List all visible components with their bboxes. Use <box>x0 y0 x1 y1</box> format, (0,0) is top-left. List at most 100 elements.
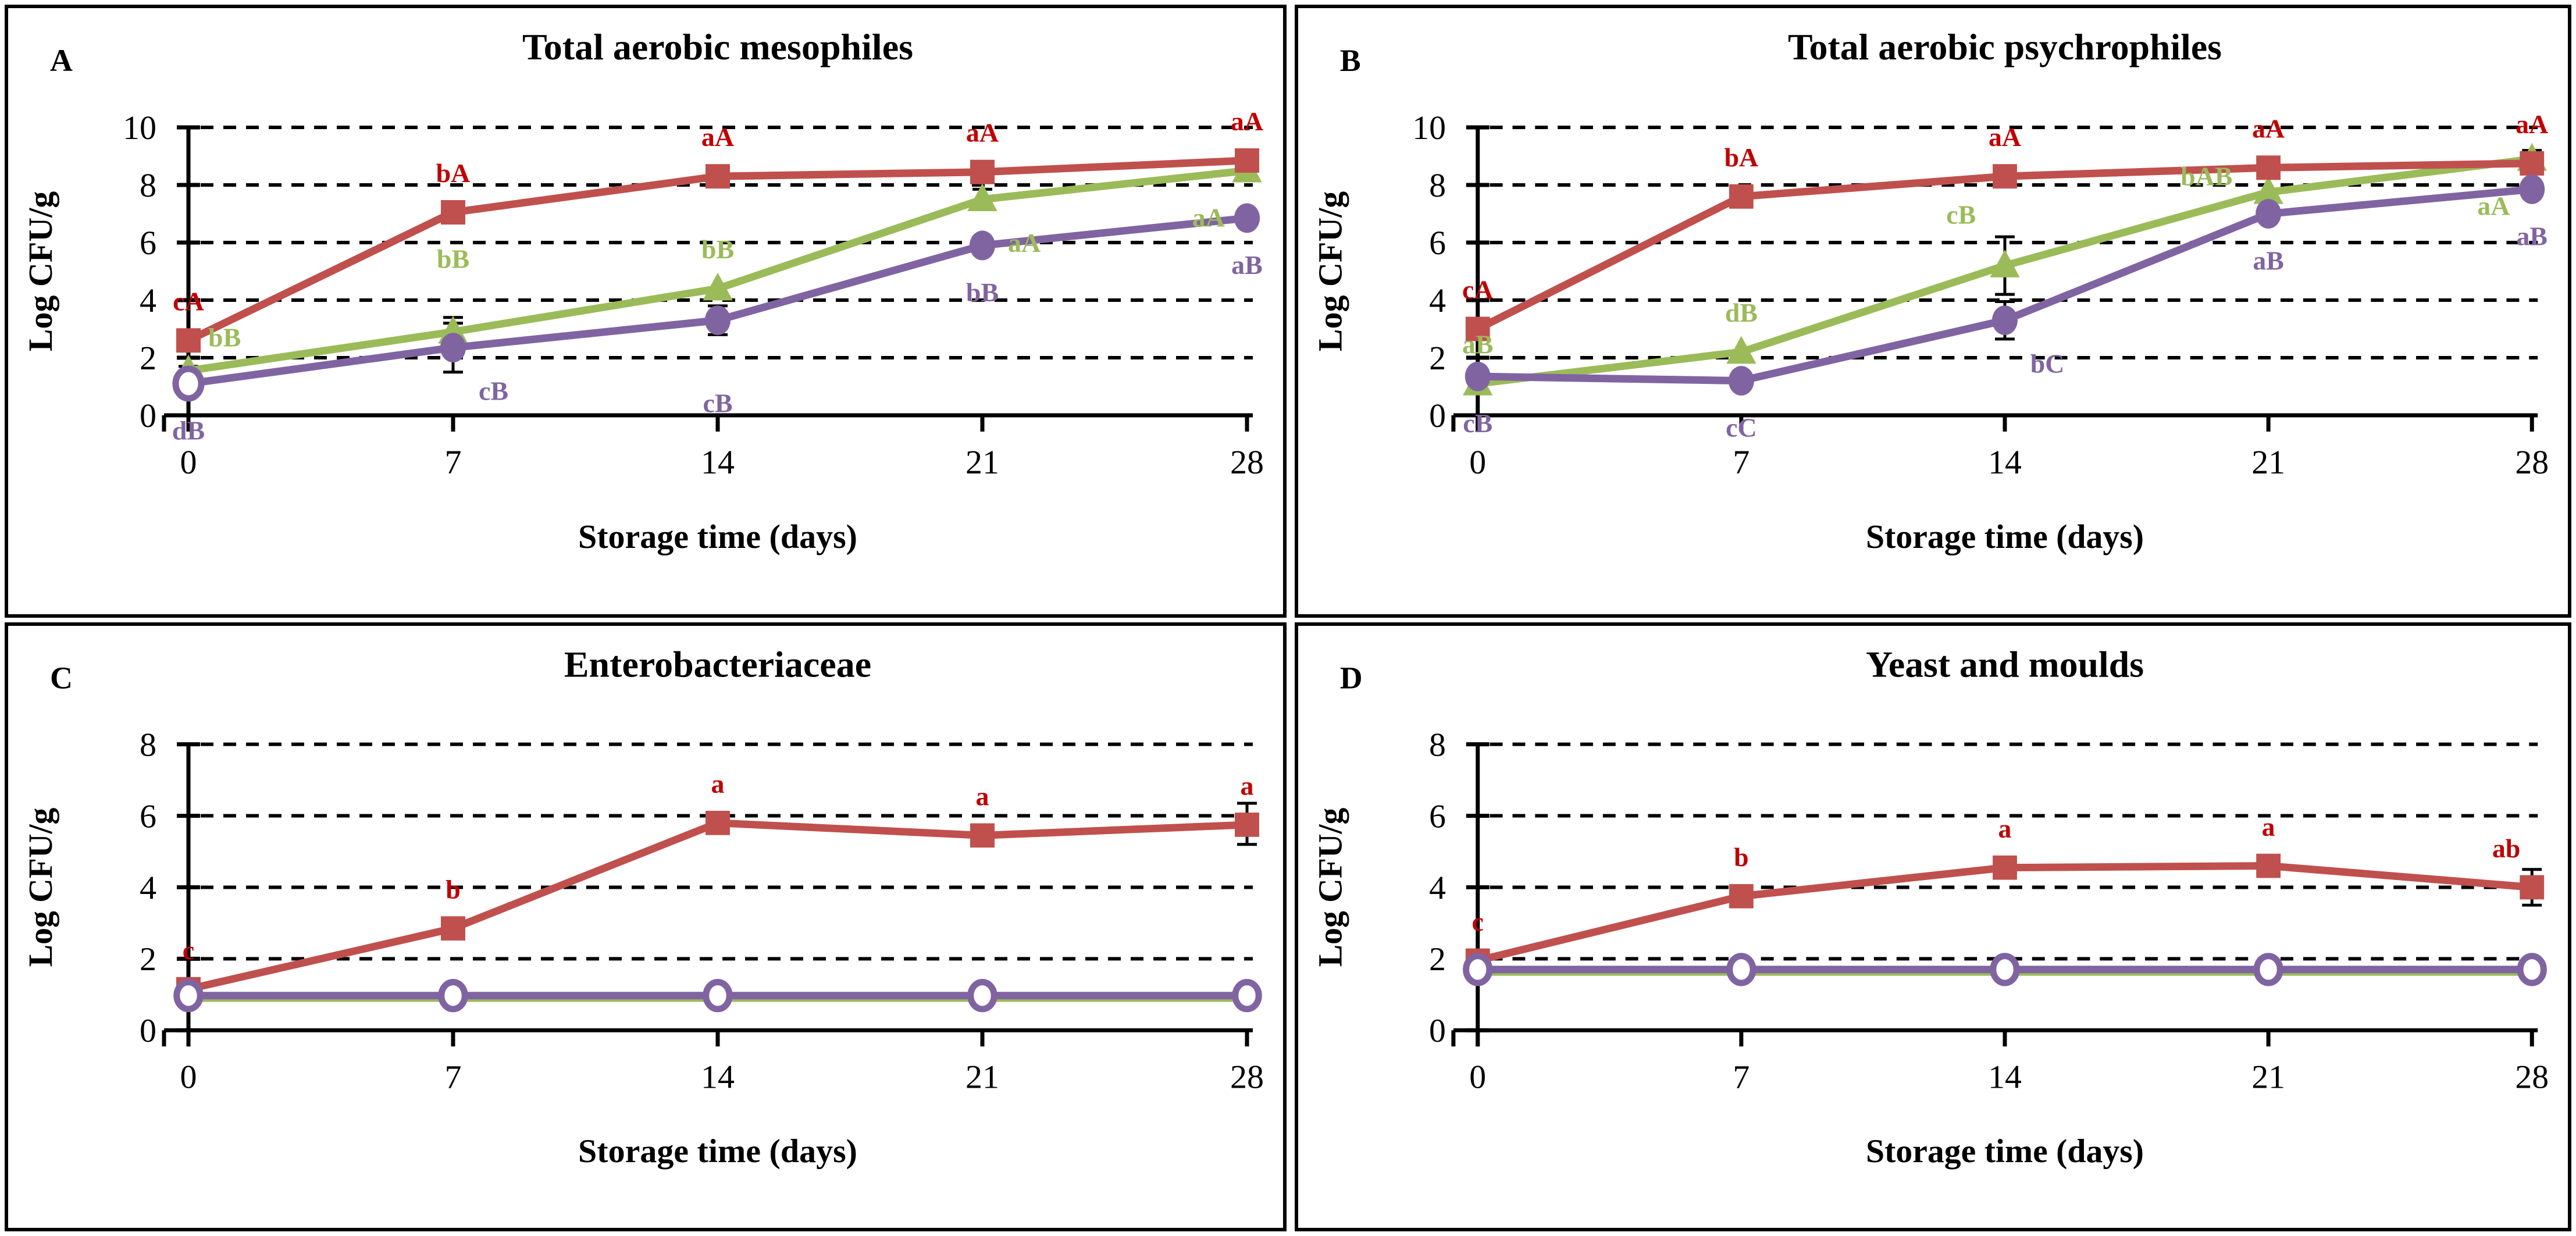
y-tick-label: 8 <box>140 726 156 764</box>
purple-open-circles-marker-open <box>2253 953 2283 986</box>
point-label-red-squares-day28: ab <box>2492 834 2520 863</box>
series-purple-open-circles <box>173 979 1262 1013</box>
point-label-red-squares-day7: bA <box>436 158 471 188</box>
point-label-red-squares-day21: a <box>2262 812 2275 842</box>
y-tick-label: 6 <box>1429 798 1446 835</box>
point-label-green-triangles-day21: bAB <box>2180 161 2232 191</box>
point-label-red-squares-day21: aA <box>966 118 999 148</box>
x-axis-title: Storage time (days) <box>578 1132 857 1170</box>
y-tick-label: 8 <box>1429 166 1446 204</box>
red-squares-marker <box>176 328 201 353</box>
purple-open-circles-marker-open <box>1990 953 2020 986</box>
x-tick-label: 7 <box>1733 443 1750 481</box>
panel-letter: B <box>1340 43 1361 78</box>
point-label-red-squares-day7: b <box>446 875 461 904</box>
point-label-purple-circles-day21: aB <box>2253 245 2283 275</box>
x-tick-label: 28 <box>2515 1059 2549 1096</box>
red-squares-marker <box>1729 184 1754 209</box>
panel-title: Total aerobic mesophiles <box>522 26 913 67</box>
point-label-purple-circles-day21: bB <box>966 277 999 307</box>
x-tick-label: 28 <box>1230 1058 1264 1096</box>
x-tick-label: 21 <box>965 443 999 481</box>
series-red-squares <box>176 148 1259 353</box>
point-label-green-triangles-day7: dB <box>1725 298 1758 327</box>
series-purple-circles <box>172 203 1260 402</box>
point-label-green-triangles-day28: aA <box>2477 191 2510 220</box>
x-tick-label: 0 <box>180 1058 197 1096</box>
x-axis-title: Storage time (days) <box>1866 1133 2144 1170</box>
x-tick-label: 7 <box>444 1058 461 1096</box>
red-squares-marker <box>1993 855 2017 880</box>
panel-letter: C <box>50 660 73 695</box>
point-label-green-triangles-day0: bB <box>208 322 241 352</box>
y-tick-label: 4 <box>1429 870 1446 906</box>
point-label-red-squares-day28: a <box>1241 771 1254 800</box>
point-label-green-triangles-day21: aA <box>1008 228 1041 258</box>
point-label-green-triangles-day28: aA <box>1192 202 1225 232</box>
y-tick-label: 0 <box>140 397 156 434</box>
green-triangles-marker <box>2253 176 2283 204</box>
y-tick-label: 2 <box>1429 941 1446 978</box>
y-tick-label: 10 <box>1412 109 1446 147</box>
panel-enterobacteriaceae: 0 2 4 6 8 0 7 14 21 28 Enterobacteriaceae C Log CFU/… <box>5 622 1287 1231</box>
red-squares-marker <box>1729 884 1754 909</box>
series-purple-circles <box>1465 174 2545 396</box>
purple-circles-marker <box>2256 199 2282 229</box>
red-squares-marker <box>970 823 995 848</box>
point-label-green-triangles-day0: aB <box>1462 329 1493 359</box>
red-squares-marker <box>1465 316 1490 341</box>
purple-open-circles-marker-open <box>173 979 204 1013</box>
panel-total-aerobic-mesophiles: 0 2 4 6 8 10 0 7 14 21 28 Total aerobic mesophiles A… <box>5 5 1287 618</box>
purple-circles-marker <box>1992 305 2018 336</box>
y-tick-label: 8 <box>1429 727 1446 764</box>
red-squares-marker <box>2520 151 2545 176</box>
point-label-red-squares-day0: cA <box>1462 275 1493 304</box>
y-tick-label: 10 <box>123 109 156 147</box>
point-label-green-triangles-day14: bB <box>701 234 734 264</box>
red-squares-marker <box>441 200 465 225</box>
x-tick-label: 21 <box>2251 1059 2285 1096</box>
y-tick-label: 0 <box>140 1011 156 1049</box>
red-squares-marker <box>706 164 730 189</box>
point-label-red-squares-day28: aA <box>1231 106 1263 136</box>
y-tick-label: 2 <box>140 940 156 978</box>
purple-circles-marker <box>704 305 731 336</box>
red-squares-marker <box>441 916 465 941</box>
x-tick-label: 21 <box>2251 443 2285 481</box>
x-tick-label: 0 <box>180 443 197 481</box>
purple-circles-marker <box>969 230 996 261</box>
y-tick-label: 4 <box>140 869 156 907</box>
panel-letter: D <box>1340 660 1363 695</box>
purple-open-circles-marker-open <box>703 979 733 1013</box>
point-label-purple-circles-day0: cB <box>1463 408 1492 438</box>
point-label-red-squares-day0: c <box>1472 907 1484 936</box>
purple-circles-marker <box>1234 203 1260 233</box>
purple-open-circles-marker-open <box>1726 953 1756 986</box>
panel-title: Yeast and moulds <box>1866 643 2144 685</box>
point-label-green-triangles-day7: bB <box>437 244 469 273</box>
y-axis-title: Log CFU/g <box>22 808 59 967</box>
purple-open-circles-marker-open <box>2517 953 2547 986</box>
x-tick-label: 0 <box>1469 1059 1486 1096</box>
y-tick-label: 8 <box>140 166 156 204</box>
panel-title: Total aerobic psychrophiles <box>1788 26 2222 67</box>
point-label-purple-circles-day28: aB <box>2517 221 2548 251</box>
y-tick-label: 4 <box>1429 282 1446 319</box>
y-axis-title: Log CFU/g <box>22 191 59 352</box>
purple-open-circles-marker-open <box>1232 979 1262 1013</box>
point-label-red-squares-day14: aA <box>701 122 734 152</box>
red-squares-line <box>1474 862 2536 964</box>
y-tick-label: 6 <box>140 797 156 835</box>
point-label-purple-circles-day14: cB <box>703 389 732 418</box>
x-axis-title: Storage time (days) <box>578 518 857 555</box>
point-label-red-squares-day14: a <box>1998 814 2012 843</box>
series-red-squares <box>176 810 1259 1002</box>
purple-circles-marker <box>440 333 466 363</box>
point-label-red-squares-day14: aA <box>1989 122 2021 152</box>
point-label-purple-circles-day14: bC <box>2030 349 2065 379</box>
x-axis-title: Storage time (days) <box>1866 518 2144 555</box>
chart-A-svg: 0 2 4 6 8 10 0 7 14 21 28 Total aerobic mesophiles A… <box>22 26 1264 555</box>
panel-total-aerobic-psychrophiles: 0 2 4 6 8 10 0 7 14 21 28 Total aerobic psychrophil… <box>1295 5 2571 618</box>
purple-circles-marker <box>1465 361 1491 391</box>
green-triangles-marker <box>703 272 733 301</box>
